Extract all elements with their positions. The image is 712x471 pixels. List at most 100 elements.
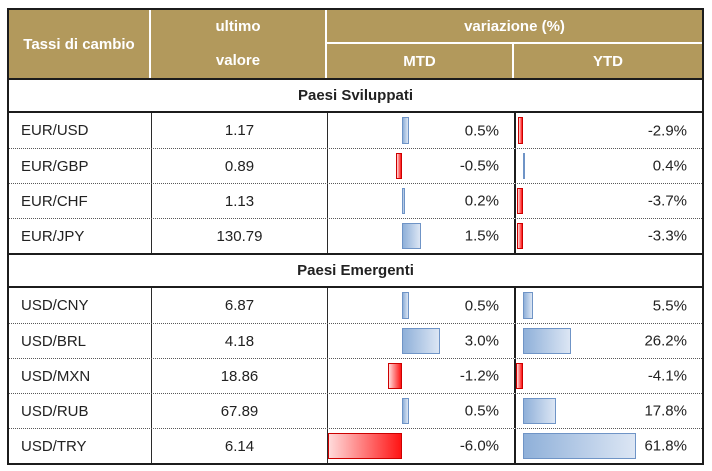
mtd-data-bar — [402, 398, 409, 424]
currency-pair-label: USD/CNY — [21, 297, 89, 314]
mtd-cell: 0.5% — [327, 394, 514, 428]
mtd-value: 0.2% — [464, 192, 499, 210]
mtd-cell: 0.5% — [327, 288, 514, 323]
ytd-data-bar — [523, 292, 534, 319]
ytd-cell: -3.3% — [514, 219, 702, 253]
ytd-data-bar — [523, 153, 526, 179]
mtd-value: -6.0% — [459, 437, 499, 455]
ytd-value: 0.4% — [652, 157, 687, 175]
currency-pair-label: USD/BRL — [21, 332, 87, 350]
header-cell-ytd: YTD — [514, 44, 702, 78]
mtd-value: -1.2% — [459, 367, 499, 385]
mtd-data-bar — [396, 153, 403, 179]
ytd-cell: 61.8% — [514, 429, 702, 463]
table-row: EUR/USD 1.17 0.5% -2.9% — [9, 113, 702, 148]
mtd-cell: 1.5% — [327, 219, 514, 253]
header-cell-exchange: Tassi di cambio — [9, 10, 151, 78]
ytd-cell: 26.2% — [514, 324, 702, 358]
section-emerging-label: Paesi Emergenti — [297, 262, 414, 279]
currency-pair-label: USD/RUB — [21, 402, 89, 420]
last-value: 6.14 — [224, 437, 255, 455]
mtd-cell: 3.0% — [327, 324, 514, 358]
header-last-value-line2: valore — [215, 52, 261, 69]
last-value-cell: 4.18 — [151, 324, 327, 358]
table-row: USD/TRY 6.14 -6.0% 61.8% — [9, 428, 702, 463]
last-value: 18.86 — [220, 367, 259, 385]
header-exchange-label: Tassi di cambio — [23, 35, 135, 53]
table-row: EUR/JPY 130.79 1.5% -3.3% — [9, 218, 702, 253]
header-variation-block: variazione (%) MTD YTD — [327, 10, 702, 78]
ytd-value: -2.9% — [647, 122, 687, 139]
header-cell-variation: variazione (%) — [327, 10, 702, 44]
last-value: 1.13 — [224, 192, 255, 210]
currency-pair-cell: USD/TRY — [9, 429, 151, 463]
mtd-data-bar — [402, 223, 421, 249]
mtd-data-bar — [402, 292, 409, 319]
last-value-cell: 0.89 — [151, 149, 327, 183]
ytd-cell: 0.4% — [514, 149, 702, 183]
last-value: 67.89 — [220, 402, 259, 420]
mtd-value: 3.0% — [464, 332, 499, 350]
table-row: EUR/CHF 1.13 0.2% -3.7% — [9, 183, 702, 218]
section-title-developed: Paesi Sviluppati — [9, 78, 702, 113]
table-row: USD/CNY 6.87 0.5% 5.5% — [9, 288, 702, 323]
ytd-value: 17.8% — [644, 402, 687, 420]
currency-pair-label: EUR/JPY — [21, 227, 85, 245]
currency-pair-cell: USD/RUB — [9, 394, 151, 428]
last-value: 130.79 — [216, 227, 263, 245]
mtd-data-bar — [328, 433, 403, 459]
mtd-cell: 0.2% — [327, 184, 514, 218]
header-mtd-label: MTD — [403, 52, 436, 70]
ytd-data-bar — [518, 117, 524, 144]
currency-pair-cell: EUR/CHF — [9, 184, 151, 218]
mtd-value: 0.5% — [464, 122, 499, 139]
mtd-cell: -1.2% — [327, 359, 514, 393]
last-value: 6.87 — [224, 297, 255, 314]
mtd-cell: -0.5% — [327, 149, 514, 183]
last-value-cell: 1.17 — [151, 113, 327, 148]
table-row: USD/RUB 67.89 0.5% 17.8% — [9, 393, 702, 428]
last-value: 0.89 — [224, 157, 255, 175]
ytd-data-bar — [523, 433, 636, 459]
section-developed-label: Paesi Sviluppati — [297, 87, 414, 104]
table-row: USD/MXN 18.86 -1.2% -4.1% — [9, 358, 702, 393]
last-value: 1.17 — [224, 122, 255, 139]
table-row: USD/BRL 4.18 3.0% 26.2% — [9, 323, 702, 358]
ytd-data-bar — [523, 328, 571, 354]
mtd-value: 0.5% — [464, 402, 499, 420]
ytd-data-bar — [516, 363, 524, 389]
header-cell-mtd: MTD — [327, 44, 514, 78]
ytd-value: 26.2% — [644, 332, 687, 350]
mtd-value: 0.5% — [464, 297, 499, 314]
currency-pair-cell: USD/BRL — [9, 324, 151, 358]
currency-pair-cell: EUR/GBP — [9, 149, 151, 183]
ytd-value: -4.1% — [647, 367, 687, 385]
ytd-cell: -3.7% — [514, 184, 702, 218]
mtd-cell: -6.0% — [327, 429, 514, 463]
mtd-value: 1.5% — [464, 227, 499, 245]
section-developed: Paesi Sviluppati EUR/USD 1.17 0.5% -2.9%… — [9, 78, 702, 253]
ytd-cell: -4.1% — [514, 359, 702, 393]
mtd-data-bar — [402, 188, 405, 214]
currency-pair-cell: USD/CNY — [9, 288, 151, 323]
ytd-value: -3.7% — [647, 192, 687, 210]
header-ytd-label: YTD — [593, 52, 623, 70]
currency-pair-cell: USD/MXN — [9, 359, 151, 393]
ytd-cell: -2.9% — [514, 113, 702, 148]
last-value-cell: 67.89 — [151, 394, 327, 428]
currency-pair-label: EUR/CHF — [21, 192, 88, 210]
ytd-value: 61.8% — [644, 437, 687, 455]
mtd-data-bar — [402, 117, 409, 144]
last-value-cell: 1.13 — [151, 184, 327, 218]
ytd-data-bar — [517, 223, 524, 249]
currency-pair-cell: EUR/USD — [9, 113, 151, 148]
currency-pair-cell: EUR/JPY — [9, 219, 151, 253]
last-value-cell: 130.79 — [151, 219, 327, 253]
mtd-data-bar — [402, 328, 440, 354]
table-row: EUR/GBP 0.89 -0.5% 0.4% — [9, 148, 702, 183]
header-variation-label: variazione (%) — [464, 17, 565, 35]
currency-pair-label: EUR/GBP — [21, 157, 89, 175]
ytd-data-bar — [523, 398, 556, 424]
ytd-cell: 17.8% — [514, 394, 702, 428]
